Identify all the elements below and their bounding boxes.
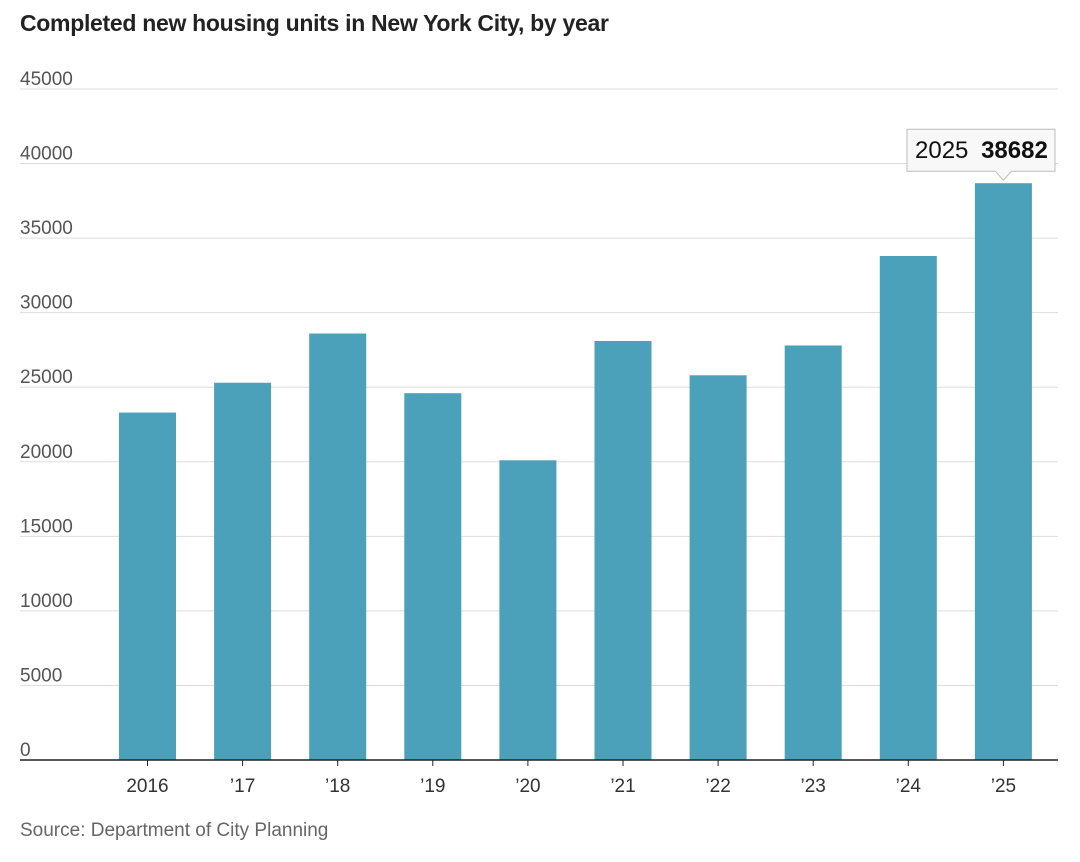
x-axis-ticks: 2016 ’17 ’18 ’19 ’20 ’21 ’22 ’23 ’24 ’25: [126, 760, 1016, 797]
x-tick-label: ’23: [801, 776, 826, 797]
y-tick-label: 35000: [20, 218, 73, 239]
y-axis-ticks: 0 5000 10000 15000 20000 25000 30000 35000 40000…: [20, 69, 73, 761]
x-tick-label: ’18: [325, 776, 350, 797]
x-tick-label: ’24: [896, 776, 922, 797]
x-tick-label: 2016: [126, 776, 168, 797]
bar[interactable]: [879, 256, 937, 760]
y-tick-label: 40000: [20, 144, 73, 165]
bar[interactable]: [499, 460, 557, 760]
tooltip-value: 38682: [981, 137, 1048, 164]
y-tick-label: 15000: [20, 516, 73, 537]
x-tick-label: ’25: [991, 776, 1016, 797]
chart-title: Completed new housing units in New York …: [20, 10, 609, 36]
bar[interactable]: [214, 382, 272, 760]
x-tick-label: ’21: [610, 776, 635, 797]
tooltip-box: [906, 128, 1056, 181]
tooltip-text: 2025 38682: [915, 137, 1048, 164]
bar[interactable]: [404, 393, 462, 760]
y-tick-label: 5000: [20, 665, 62, 686]
x-tick-label: ’22: [705, 776, 730, 797]
bar[interactable]: [119, 412, 176, 760]
bar[interactable]: [784, 345, 842, 760]
tooltip: 2025 38682: [906, 128, 1056, 181]
y-tick-label: 0: [20, 740, 31, 761]
y-tick-label: 45000: [20, 69, 73, 90]
bars: [119, 183, 1032, 761]
y-tick-label: 20000: [20, 442, 73, 463]
x-tick-label: ’20: [515, 776, 540, 797]
bar[interactable]: [309, 333, 367, 760]
bar[interactable]: [974, 183, 1032, 761]
source-note: Source: Department of City Planning: [20, 820, 329, 841]
y-tick-label: 10000: [20, 591, 73, 612]
bar[interactable]: [594, 340, 652, 760]
bar[interactable]: [689, 375, 747, 760]
y-tick-label: 25000: [20, 367, 73, 388]
x-tick-label: ’19: [420, 776, 445, 797]
tooltip-label: 2025: [915, 137, 968, 164]
y-tick-label: 30000: [20, 293, 73, 314]
x-tick-label: ’17: [230, 776, 255, 797]
